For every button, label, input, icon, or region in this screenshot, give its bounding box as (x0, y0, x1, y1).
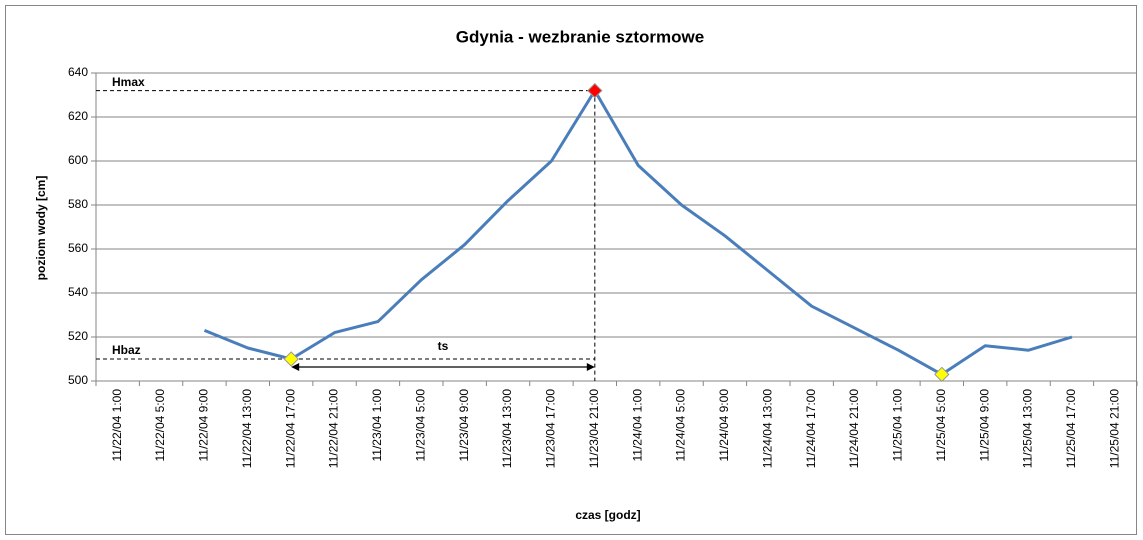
chart-title: Gdynia - wezbranie sztormowe (456, 27, 704, 46)
arrow-head (291, 363, 300, 371)
arrow-head (586, 363, 595, 371)
x-tick-label: 11/25/04 9:00 (977, 389, 991, 462)
highlight-marker (283, 351, 299, 367)
y-tick-label: 520 (68, 329, 88, 343)
y-tick-label: 540 (68, 285, 88, 299)
y-tick-label: 580 (68, 197, 88, 211)
y-tick-label: 620 (68, 109, 88, 123)
x-tick-label: 11/25/04 21:00 (1107, 389, 1121, 469)
y-tick-label: 560 (68, 241, 88, 255)
x-tick-label: 11/22/04 5:00 (153, 389, 167, 462)
x-tick-label: 11/22/04 17:00 (283, 389, 297, 469)
y-tick-label: 500 (68, 373, 88, 387)
chart-border (5, 5, 1137, 535)
x-tick-label: 11/25/04 5:00 (934, 389, 948, 462)
x-tick-label: 11/24/04 5:00 (674, 389, 688, 462)
x-tick-label: 11/23/04 5:00 (413, 389, 427, 462)
x-tick-label: 11/24/04 17:00 (804, 389, 818, 469)
highlight-marker (934, 366, 950, 383)
x-tick-label: 11/23/04 9:00 (457, 389, 471, 462)
x-tick-label: 11/22/04 21:00 (327, 389, 341, 469)
x-axis-label: czas [godz] (575, 508, 640, 522)
x-tick-label: 11/24/04 1:00 (630, 389, 644, 462)
x-tick-label: 11/25/04 17:00 (1064, 389, 1078, 469)
line-series (203, 89, 1073, 376)
x-tick-label: 11/23/04 13:00 (500, 389, 514, 469)
y-axis-label: poziom wody [cm] (34, 176, 48, 281)
x-tick-label: 11/25/04 1:00 (891, 389, 905, 462)
x-tick-label: 11/24/04 9:00 (717, 389, 731, 462)
x-tick-label: 11/24/04 21:00 (847, 389, 861, 469)
annotation: Hmax (112, 75, 145, 89)
x-tick-label: 11/24/04 13:00 (760, 389, 774, 469)
y-tick-label: 600 (68, 153, 88, 167)
x-tick-label: 11/22/04 9:00 (197, 389, 211, 462)
x-tick-label: 11/23/04 1:00 (370, 389, 384, 462)
x-tick-label: 11/23/04 21:00 (587, 389, 601, 469)
annotation: ts (438, 339, 449, 353)
x-tick-label: 11/25/04 13:00 (1021, 389, 1035, 469)
highlight-marker (587, 82, 603, 99)
x-tick-label: 11/22/04 13:00 (240, 389, 254, 469)
x-tick-label: 11/23/04 17:00 (544, 389, 558, 469)
x-tick-label: 11/22/04 1:00 (110, 389, 124, 462)
annotation: Hbaz (112, 343, 141, 357)
y-tick-label: 640 (68, 65, 88, 79)
